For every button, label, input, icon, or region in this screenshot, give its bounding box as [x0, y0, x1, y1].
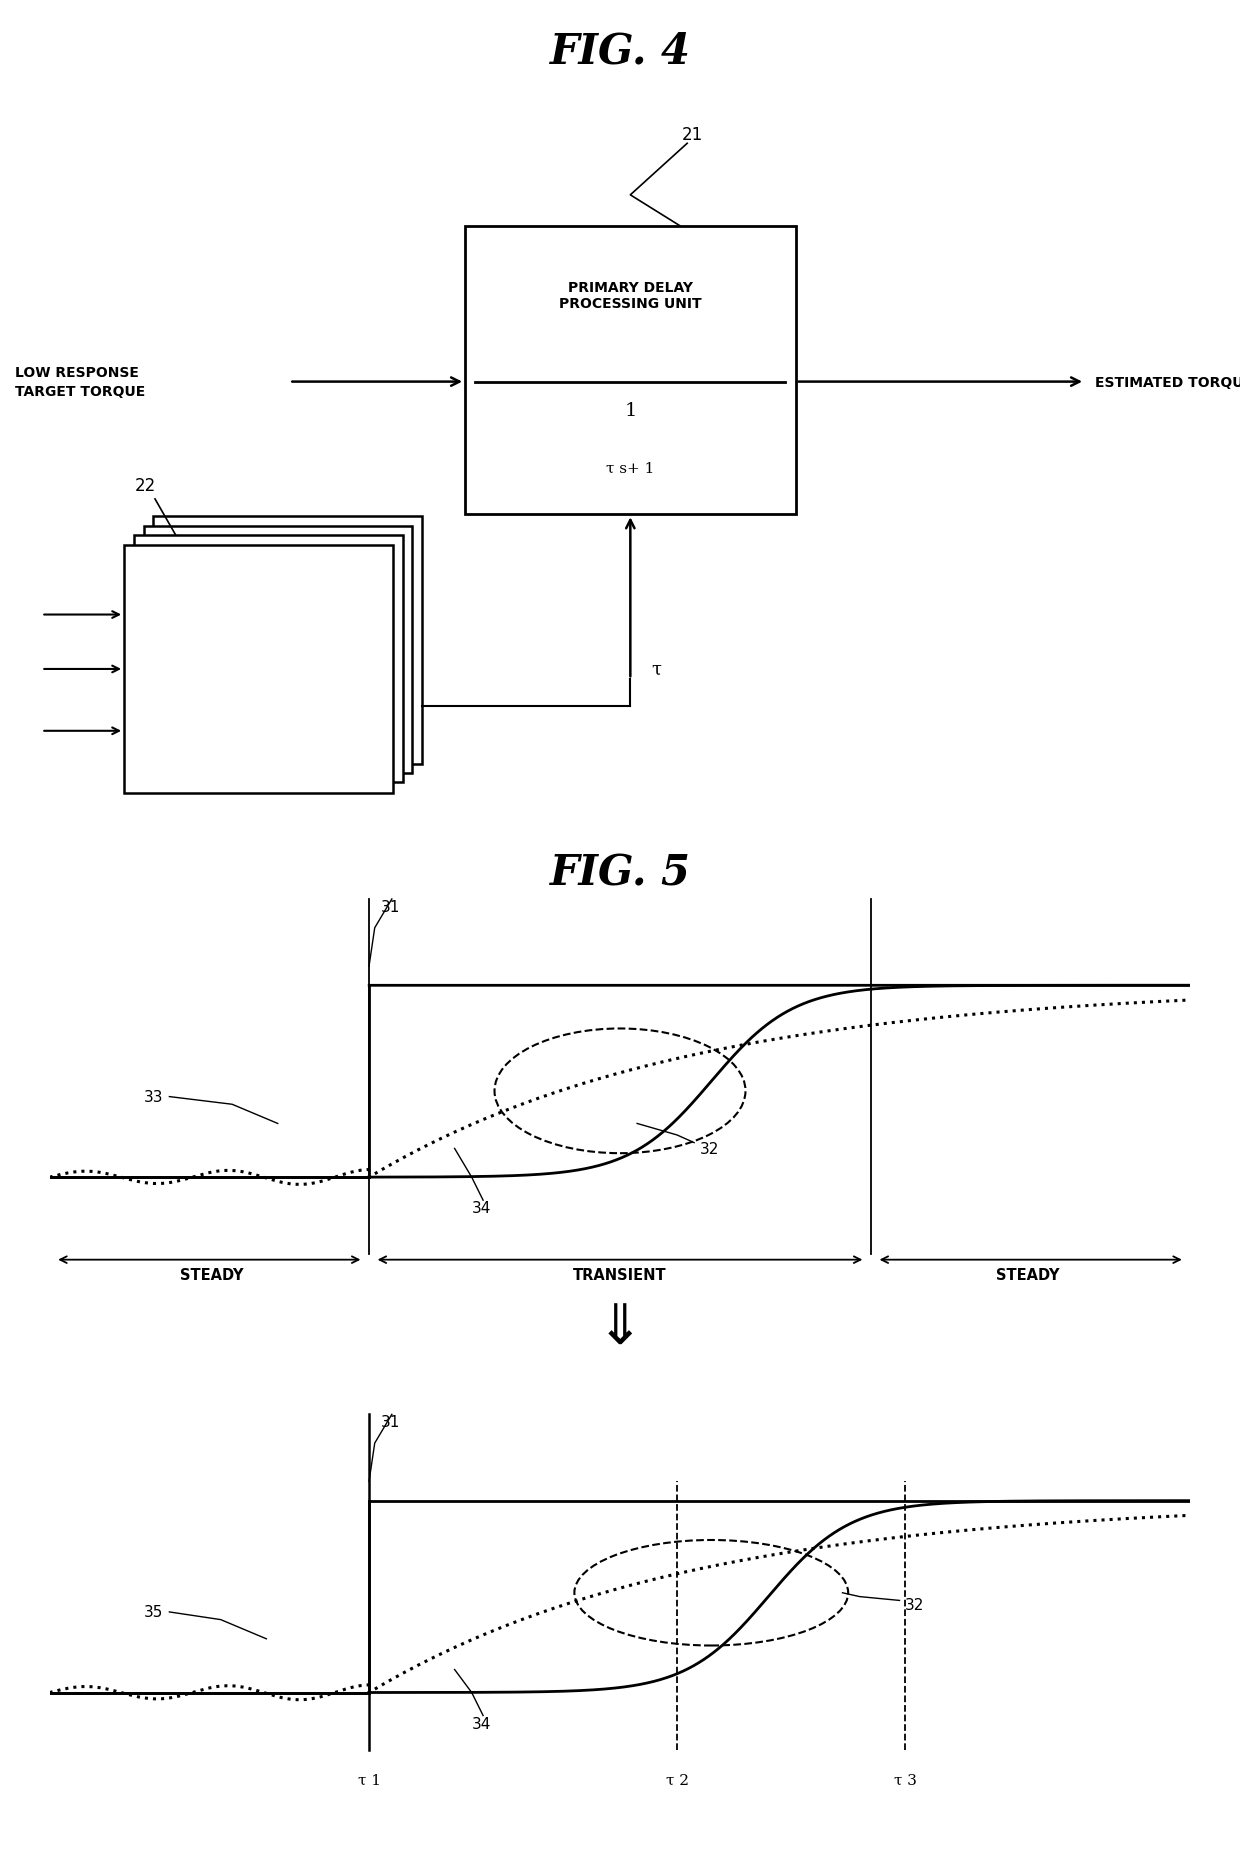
Text: τ 2: τ 2 [666, 1774, 688, 1787]
Text: 34: 34 [471, 1716, 491, 1731]
Text: TRANSIENT: TRANSIENT [573, 1268, 667, 1283]
Text: ⇓: ⇓ [596, 1302, 644, 1356]
Text: PRIMARY DELAY
PROCESSING UNIT: PRIMARY DELAY PROCESSING UNIT [559, 281, 702, 311]
Bar [465, 227, 796, 515]
Text: τ s+ 1: τ s+ 1 [606, 463, 655, 476]
Text: 22: 22 [134, 476, 155, 494]
Text: 21: 21 [682, 125, 703, 144]
Text: 33: 33 [144, 1090, 164, 1105]
Text: 31: 31 [381, 1414, 399, 1429]
Text: STEADY: STEADY [180, 1268, 244, 1283]
Text: 34: 34 [471, 1201, 491, 1216]
Text: 1: 1 [624, 403, 636, 420]
Text: 32: 32 [699, 1141, 719, 1156]
Text: FIG. 4: FIG. 4 [549, 32, 691, 73]
Bar [153, 517, 422, 764]
Text: τ 3: τ 3 [894, 1774, 916, 1787]
Text: τ: τ [651, 661, 661, 678]
Bar [124, 547, 393, 792]
Text: τ 1: τ 1 [357, 1774, 381, 1787]
Text: STEADY: STEADY [996, 1268, 1060, 1283]
Text: 31: 31 [381, 899, 399, 914]
Text: FIG. 5: FIG. 5 [549, 852, 691, 893]
Bar [144, 526, 412, 774]
Text: 32: 32 [905, 1598, 925, 1613]
Text: ESTIMATED TORQUE: ESTIMATED TORQUE [1095, 375, 1240, 390]
Bar [134, 536, 403, 783]
Text: 35: 35 [144, 1605, 164, 1620]
Text: LOW RESPONSE
TARGET TORQUE: LOW RESPONSE TARGET TORQUE [15, 367, 146, 399]
